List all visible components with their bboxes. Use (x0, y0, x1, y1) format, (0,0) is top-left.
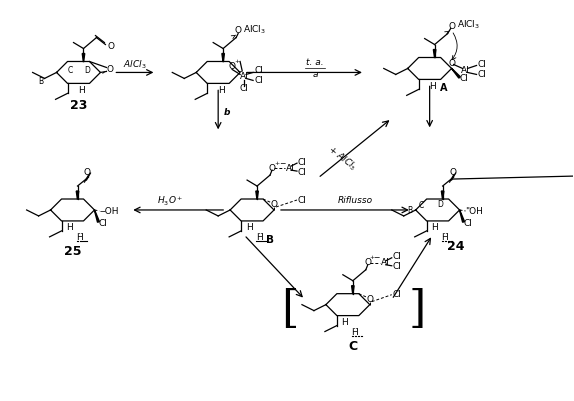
Text: O: O (448, 59, 455, 68)
Text: [: [ (281, 288, 298, 331)
Polygon shape (459, 210, 464, 222)
Text: Riflusso: Riflusso (338, 196, 373, 205)
Text: −: − (236, 67, 242, 76)
Text: Ḧ: Ḧ (76, 233, 83, 242)
Polygon shape (222, 53, 224, 61)
Text: O: O (448, 22, 455, 31)
Polygon shape (82, 53, 85, 61)
Text: B: B (38, 77, 43, 86)
Text: AlCl$_3$: AlCl$_3$ (456, 18, 480, 31)
Text: Cl: Cl (298, 168, 307, 176)
Text: O: O (228, 62, 236, 71)
Text: H: H (342, 318, 348, 327)
Text: AlCl$_3$: AlCl$_3$ (243, 23, 266, 36)
Text: +: + (235, 59, 240, 64)
Text: H$_3$O$^+$: H$_3$O$^+$ (157, 194, 183, 208)
Text: Cl: Cl (393, 262, 402, 271)
Text: C: C (419, 201, 424, 211)
Text: Ḧ: Ḧ (351, 328, 358, 337)
Text: O: O (106, 65, 114, 74)
Text: −: − (279, 159, 285, 168)
Text: Cl: Cl (240, 84, 249, 93)
Text: +: + (369, 255, 374, 260)
Text: Ḧ: Ḧ (255, 233, 262, 242)
Text: Al: Al (381, 258, 390, 267)
Polygon shape (441, 191, 444, 199)
Text: O: O (449, 168, 456, 176)
Text: O: O (364, 258, 371, 267)
Polygon shape (452, 69, 460, 78)
Text: Cl: Cl (298, 196, 307, 205)
Text: H: H (431, 223, 438, 233)
Text: t. a.: t. a. (306, 58, 324, 67)
Text: Cl: Cl (478, 60, 486, 69)
Text: +: + (274, 161, 280, 166)
Text: ]: ] (409, 288, 426, 331)
Text: Al: Al (461, 66, 470, 75)
Text: Al: Al (240, 72, 249, 81)
Text: AlCl$_3$: AlCl$_3$ (123, 58, 146, 71)
Text: b: b (224, 108, 231, 117)
Text: O: O (269, 164, 276, 172)
Text: Cl: Cl (254, 66, 263, 75)
Text: H: H (429, 82, 436, 91)
Text: O: O (366, 295, 373, 304)
Text: A: A (440, 83, 447, 93)
Text: Ḧ: Ḧ (441, 233, 448, 242)
Polygon shape (94, 210, 99, 222)
Text: Al: Al (286, 164, 295, 172)
Text: Cl: Cl (478, 70, 486, 79)
Text: H: H (218, 86, 224, 95)
Text: O: O (107, 42, 114, 51)
Text: C: C (348, 340, 358, 353)
Polygon shape (433, 50, 436, 57)
Text: −: − (374, 253, 380, 262)
Polygon shape (76, 191, 79, 199)
Text: Cl: Cl (99, 219, 107, 229)
Text: D: D (438, 200, 444, 209)
Polygon shape (352, 286, 354, 294)
Text: ‒OH: ‒OH (99, 207, 119, 217)
Text: O: O (270, 200, 278, 209)
Text: C: C (68, 66, 73, 75)
Text: D: D (84, 66, 91, 75)
Text: Cl: Cl (393, 252, 402, 261)
Text: Cl: Cl (464, 219, 472, 229)
Text: a: a (312, 70, 317, 79)
Text: H: H (246, 223, 253, 233)
Text: O: O (235, 26, 242, 35)
Text: H: H (78, 86, 85, 95)
Text: + AlCl$_3$: + AlCl$_3$ (325, 143, 359, 173)
Text: O: O (84, 168, 91, 176)
Text: B: B (266, 235, 274, 245)
Text: B: B (407, 207, 412, 215)
Text: 25: 25 (64, 245, 82, 258)
Polygon shape (256, 191, 258, 199)
Text: Cl: Cl (460, 74, 468, 83)
Text: H: H (66, 223, 73, 233)
Text: 24: 24 (447, 240, 464, 253)
Text: Cl: Cl (393, 290, 402, 299)
Text: "OH: "OH (466, 207, 483, 217)
Text: Cl: Cl (298, 158, 307, 167)
Text: 23: 23 (70, 99, 87, 112)
Text: Cl: Cl (254, 76, 263, 85)
